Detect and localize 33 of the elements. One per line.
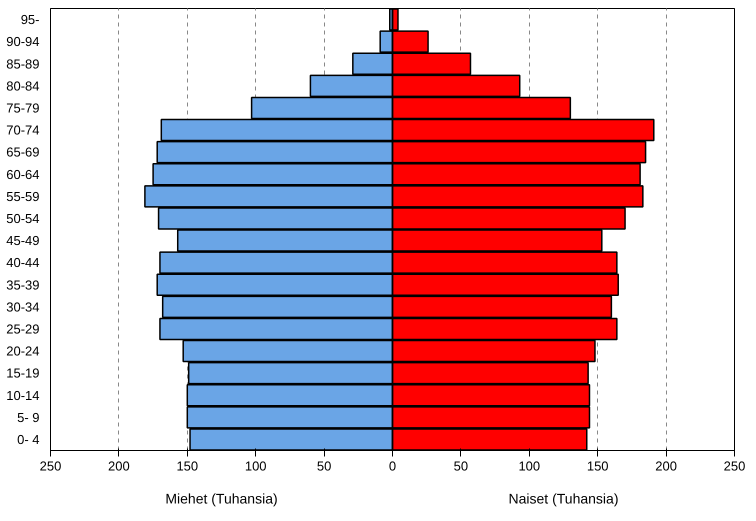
y-tick-label: 35-39 (6, 277, 40, 292)
y-tick-label: 70-74 (6, 122, 40, 138)
x-tick-label: 150 (176, 458, 198, 474)
y-tick-label: 85-89 (6, 56, 40, 72)
y-tick-label: 30-34 (6, 299, 40, 314)
y-tick-label: 90-94 (6, 34, 40, 50)
x-tick-label: 250 (724, 458, 746, 474)
y-tick-label: 50-54 (6, 210, 40, 226)
y-tick-label: 95- (20, 12, 40, 28)
text: Miehet (Tuhansia) (165, 490, 278, 506)
x-tick-label: 250 (40, 458, 62, 474)
x-tick-label: 50 (316, 458, 332, 474)
x-tick-label: 0 (388, 458, 396, 474)
y-tick-label: 25-29 (6, 321, 40, 336)
y-tick-label: 75-79 (6, 100, 40, 116)
y-tick-label: 15-19 (6, 366, 40, 381)
y-tick-label: 20-24 (6, 344, 40, 359)
x-tick-label: 100 (244, 458, 267, 474)
y-tick-label: 5- 9 (17, 410, 40, 425)
y-tick-label: 45-49 (6, 233, 40, 248)
y-tick-label: 80-84 (6, 78, 40, 94)
y-tick-label: 65-69 (6, 144, 40, 160)
x-tick-label: 100 (518, 458, 540, 474)
x-tick-label: 200 (108, 458, 130, 474)
y-tick-label: 55-59 (6, 188, 40, 204)
x-tick-label: 150 (586, 458, 609, 474)
y-tick-label: 60-64 (6, 166, 40, 182)
y-tick-label: 40-44 (6, 255, 40, 270)
x-tick-label: 200 (655, 458, 677, 474)
y-tick-label: 10-14 (6, 388, 40, 403)
x-tick-label: 50 (454, 458, 468, 474)
text: Naiset (Tuhansia) (508, 490, 618, 506)
y-tick-label: 0- 4 (17, 432, 40, 447)
